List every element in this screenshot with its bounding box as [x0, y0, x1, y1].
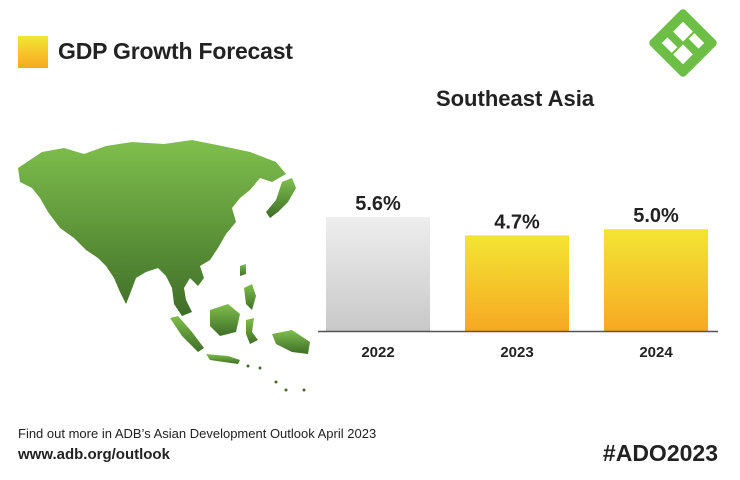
bar-2022 — [326, 217, 430, 331]
bar-2024 — [604, 229, 708, 331]
footer-link[interactable]: www.adb.org/outlook — [18, 446, 170, 463]
x-tick-2023: 2023 — [500, 344, 533, 361]
hashtag-label: #ADO2023 — [602, 440, 718, 466]
footer-info-text: Find out more in ADB’s Asian Development… — [18, 426, 377, 441]
x-tick-2024: 2024 — [639, 344, 673, 361]
chart-title: Southeast Asia — [435, 86, 595, 111]
value-label-2023: 4.7% — [494, 211, 540, 233]
x-tick-2022: 2022 — [361, 344, 394, 361]
bar-2023 — [465, 235, 569, 331]
asia-map-icon — [18, 140, 310, 392]
adb-logo-icon — [649, 9, 717, 77]
page-title: GDP Growth Forecast — [58, 38, 293, 64]
value-label-2024: 5.0% — [633, 205, 679, 227]
header-color-swatch — [18, 36, 48, 68]
value-label-2022: 5.6% — [355, 193, 401, 215]
